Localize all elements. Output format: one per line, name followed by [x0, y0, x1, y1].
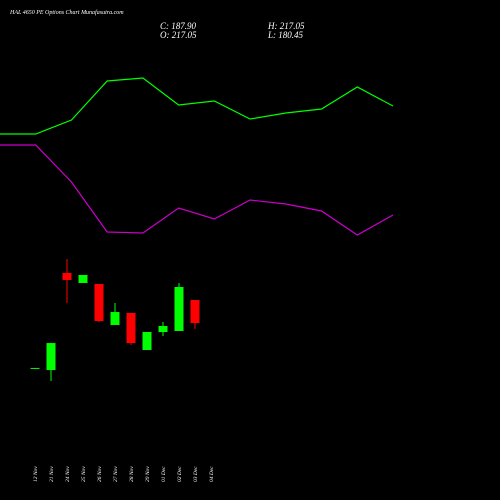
candle-body: [126, 312, 136, 344]
ohlc-low: L: 180.45: [267, 30, 304, 40]
chart-title: HAL 4650 PE Options Chart Munafasutra.co…: [9, 9, 124, 16]
x-tick-label: 25 Nov: [81, 466, 87, 482]
candle-body: [142, 332, 152, 351]
candle-body: [46, 343, 56, 371]
candle-body: [174, 287, 184, 331]
x-tick-label: 21 Nov: [49, 466, 55, 482]
x-tick-label: 26 Nov: [97, 466, 103, 482]
x-tick-label: 01 Dec: [161, 466, 167, 482]
candle-body: [62, 272, 72, 280]
ohlc-open: O: 217.05: [160, 30, 197, 40]
x-tick-label: 04 Dec: [208, 466, 215, 482]
x-tick-label: 12 Nov: [33, 466, 39, 482]
candle-body: [190, 299, 200, 324]
x-tick-label: 02 Dec: [177, 466, 183, 482]
x-tick-label: 29 Nov: [145, 466, 151, 482]
candle-body: [110, 312, 120, 325]
candle-body: [30, 367, 40, 369]
x-tick-label: 24 Nov: [64, 466, 71, 482]
line-series: [0, 144, 394, 236]
candle-body: [78, 275, 88, 283]
line-series: [0, 77, 394, 135]
ohlc-high: H: 217.05: [267, 21, 305, 31]
candle-body: [158, 326, 168, 333]
x-tick-label: 03 Dec: [193, 466, 199, 482]
x-tick-label: 27 Nov: [113, 466, 119, 482]
x-tick-label: 28 Nov: [129, 466, 135, 482]
candle-body: [94, 284, 104, 322]
ohlc-close: C: 187.90: [160, 21, 197, 31]
